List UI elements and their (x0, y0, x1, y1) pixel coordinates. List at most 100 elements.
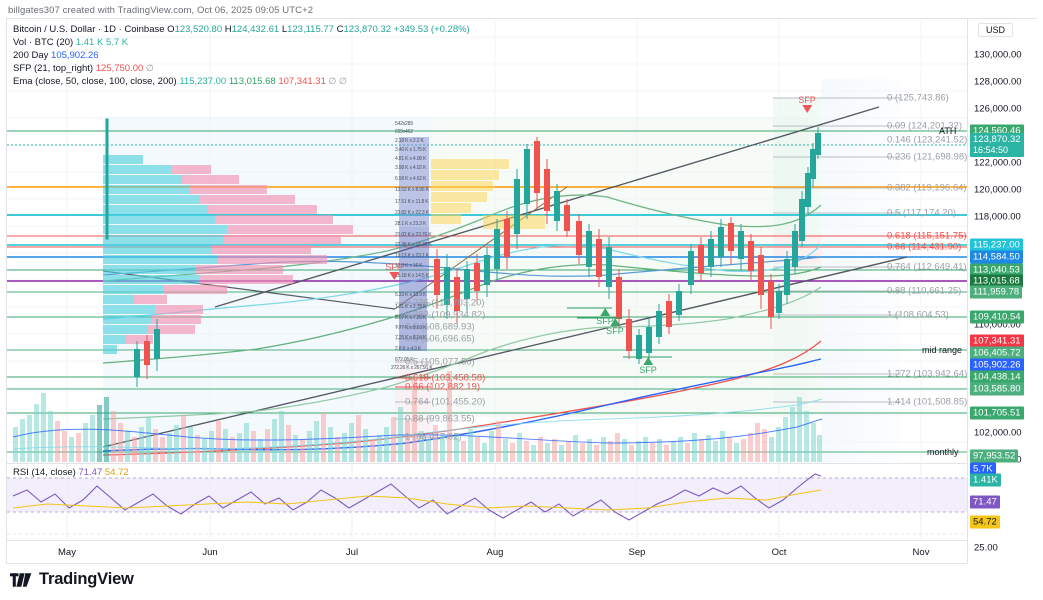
time-axis-label: Jun (202, 547, 218, 558)
rsi-legend[interactable]: RSI (14, close) 71.47 54.72 (13, 467, 129, 478)
price-tick-label: 110,000.00 (974, 319, 1021, 331)
volume-profile-row-label: 19.13 K x 23.1 K (395, 253, 429, 259)
last-price-time: 16:54:50 (973, 145, 1009, 155)
fib-level-label: 0.764 (101,455.20) (405, 396, 486, 408)
green-badge-2[interactable]: 111,959.78 (970, 285, 1023, 299)
time-axis-label: Nov (912, 547, 930, 558)
volume-profile-row-label: 7.77 K x 8.63 K (395, 325, 427, 331)
midrange-badge[interactable]: 106,405.72 (970, 346, 1024, 360)
tradingview-footer: TradingView (10, 570, 134, 589)
sfp-marker-bear-2: SFP (385, 262, 403, 280)
rsi-ma-legend-value: 54.72 (104, 467, 129, 478)
rsi-pane[interactable]: RSI (14, close) 71.47 54.72 (7, 463, 967, 539)
volume-profile-row-label: 28.1 K x 23.3 K (395, 221, 427, 227)
triangle-down-icon (801, 105, 812, 113)
volume-profile-row-label: 699x462 (395, 129, 413, 135)
ema200-badge[interactable]: 107,341.31 (970, 334, 1024, 348)
fib-level-label: 0.5 (117,174.20) (887, 207, 957, 219)
volume-profile-row-label: 672.01 K (395, 357, 414, 363)
green-badge-4[interactable]: 104,438.14 (970, 370, 1024, 384)
triangle-down-icon (388, 272, 399, 280)
volume-profile-row-label: 22.28 K x 18.36 K (395, 242, 432, 248)
rsi-legend-name: RSI (14, close) (13, 467, 76, 478)
tradingview-logo-icon (10, 572, 32, 587)
volume-profile-row-label: 4.81 K x 4.08 K (395, 156, 427, 162)
time-axis-label: Sep (628, 547, 646, 558)
tradingview-watermark: billgates307 created with TradingView.co… (8, 5, 314, 16)
volume-profile-row-label: 23.82 K x 22.3 K (395, 210, 429, 216)
sfp-marker-bull-3: SFP (639, 357, 657, 375)
rsi-legend-value: 71.47 (78, 467, 103, 478)
price-tick-label: 126,000.00 (974, 103, 1022, 115)
currency-unit-label: USD (978, 23, 1014, 37)
midrange-tag: mid range (922, 345, 963, 355)
sfp-label: SFP (798, 95, 816, 105)
fib-level-label: 0.66 (102,882.19) (405, 381, 481, 393)
price-axis[interactable]: USD 130,000.00 128,000.00 126,000.00 122,00… (967, 19, 1037, 564)
blue-line-badge[interactable]: 114,584.50 (970, 250, 1023, 264)
tradingview-brand-label: TradingView (39, 570, 134, 588)
ath-tag: ATH (939, 126, 957, 136)
fib-level-label: 0.5 (105,077.56) (405, 356, 475, 368)
fib-level-label: 0.382 (109,934.82) (405, 309, 486, 321)
fib-level-label: 0.236 (121,698.98) (887, 151, 967, 163)
time-axis-label: May (58, 547, 76, 558)
fib-level-label: 0.764 (112,649.41) (887, 261, 967, 273)
triangle-up-icon (599, 308, 610, 316)
volume-profile-row-label: 272.26 K x 267.91 K (391, 365, 433, 371)
volume-profile-row-label: 6.58 K x 4.62 K (395, 176, 427, 182)
volume-profile-row-label: 17.51 K x 11.8 K (395, 199, 429, 205)
green-badge-6[interactable]: 101,705.51 (970, 406, 1024, 420)
vol-badge[interactable]: 1.41K (970, 473, 1001, 487)
fib-level-label: 0.88 (99,863.55) (405, 413, 475, 425)
ema100-badge[interactable]: 113,015.68 (970, 274, 1023, 288)
fib-level-label: 0.5 (106,696.65) (405, 333, 475, 345)
volume-bars (13, 371, 822, 462)
ma200day-badge[interactable]: 105,902.26 (970, 358, 1024, 372)
price-chart-svg (7, 19, 967, 462)
fib-level-label: 0.146 (123,241.52) (887, 134, 967, 146)
rsi-value-badge[interactable]: 71.47 (970, 495, 1000, 509)
price-tick-label: 130,000.00 (974, 49, 1022, 61)
time-axis-label: Oct (771, 547, 787, 558)
green-badge-1[interactable]: 113,040.53 (970, 263, 1023, 277)
volume-profile-row-label: 15.18 K x 14.5 K (395, 273, 429, 279)
price-tick-label: 118,000.00 (974, 211, 1021, 223)
vol-ma-badge[interactable]: 5.7K (970, 462, 996, 476)
volume-profile-row-label: 542x289 (395, 121, 413, 127)
time-axis[interactable]: May Jun Jul Aug Sep Oct Nov (7, 540, 967, 564)
price-tick-label: 120,000.00 (974, 184, 1022, 196)
rsi-ma-badge[interactable]: 54.72 (970, 515, 1000, 529)
fib-level-label: 0.66 (114,431.90) (887, 241, 962, 253)
main-price-pane[interactable]: Bitcoin / U.S. Dollar · 1D · Coinbase O1… (7, 19, 967, 462)
candlesticks (105, 118, 821, 387)
volume-profile-row-label: 7.25 K x 8.04 K (395, 335, 427, 341)
fib-level-label: 0.5 (108,689.93) (405, 321, 475, 333)
fib-level-label: 1 (98,417.02) (405, 431, 462, 443)
last-price-badge[interactable]: 123,870.32 16:54:50 (970, 133, 1024, 157)
volume-profile-row-label: 3.46 K x 1.75 K (395, 147, 427, 153)
fib-level-label: 0.236 (110,703.20) (405, 297, 485, 309)
green-badge-5[interactable]: 103,585.80 (970, 382, 1024, 396)
chart-frame[interactable]: Bitcoin / U.S. Dollar · 1D · Coinbase O1… (6, 18, 1037, 564)
sfp-label: SFP (385, 262, 403, 272)
sfp-marker-bear-1: SFP (798, 95, 816, 113)
triangle-up-icon (642, 357, 653, 365)
volume-profile-row-label: 2.18 K x 2.2 K (395, 138, 424, 144)
triangle-up-icon (609, 318, 620, 326)
sfp-label: SFP (639, 365, 657, 375)
volume-profile-row-label: 2.8 K x 4.9 K (395, 346, 422, 352)
fib-level-label: 0.88 (110,661.25) (887, 285, 962, 297)
volume-profile-row-label: 1.31 K x 2.78 K (395, 304, 427, 310)
price-tick-label: 102,000.00 (974, 427, 1022, 439)
sfp-marker-bull-1: SFP (596, 308, 614, 326)
green-badge-3[interactable]: 109,410.54 (970, 310, 1024, 324)
ema50-badge[interactable]: 115,237.00 (970, 238, 1023, 252)
time-axis-label: Aug (486, 547, 504, 558)
sfp-label: SFP (596, 316, 614, 326)
rsi-chart-svg (7, 464, 967, 539)
volume-profile-row-label: 8.67 K x 7.29 K (395, 315, 427, 321)
fib-level-label: 0.382 (119,196.64) (887, 182, 967, 194)
monthly-badge[interactable]: 97,953.52 (970, 449, 1019, 463)
fib-level-label: 1 (108,604.53) (887, 309, 949, 321)
